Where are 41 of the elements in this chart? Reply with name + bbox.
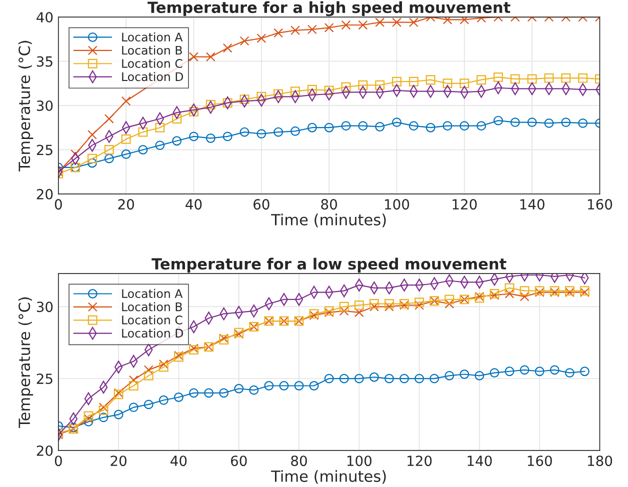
legend-label: Location C — [122, 315, 182, 324]
legend-label: Location D — [122, 72, 184, 82]
x-tick-label: 80 — [291, 456, 307, 466]
y-tick-label: 35 — [36, 56, 52, 67]
legend-label: Location A — [122, 288, 183, 298]
legend-label: Location D — [122, 328, 184, 338]
y-tick-label: 20 — [36, 445, 53, 456]
x-tick-label: 40 — [170, 456, 187, 466]
x-tick-label: 160 — [528, 456, 552, 466]
x-tick-label: 80 — [321, 199, 337, 210]
y-tick-label: 30 — [36, 100, 53, 111]
y-tick-label: 25 — [36, 144, 52, 156]
x-tick-label: 0 — [54, 456, 62, 466]
x-tick-label: 180 — [588, 456, 612, 466]
legend-label: Location C — [122, 58, 182, 68]
legend-label: Location A — [122, 32, 183, 42]
x-tick-label: 60 — [230, 456, 247, 466]
y-axis-title: Temperature (°C) — [18, 297, 34, 428]
y-tick-label: 20 — [36, 188, 53, 200]
x-tick-label: 140 — [520, 199, 544, 210]
legend-label: Location B — [122, 302, 182, 312]
x-axis-title: Time (minutes) — [271, 470, 386, 484]
x-tick-label: 120 — [408, 456, 432, 466]
x-tick-label: 20 — [118, 199, 134, 210]
y-tick-label: 25 — [36, 374, 52, 384]
legend-label: Location B — [122, 46, 182, 55]
chart-title: Temperature for a high speed mouvement — [148, 1, 510, 16]
x-axis-title: Time (minutes) — [271, 214, 386, 228]
y-tick-label: 40 — [36, 12, 53, 23]
x-tick-label: 60 — [254, 199, 270, 210]
y-axis-title: Temperature (°C) — [18, 40, 34, 172]
chart-title: Temperature for a low speed mouvement — [152, 258, 506, 273]
x-tick-label: 140 — [468, 456, 492, 466]
x-tick-label: 100 — [347, 456, 372, 466]
x-tick-label: 100 — [385, 199, 410, 210]
x-tick-label: 0 — [54, 199, 62, 210]
x-tick-label: 20 — [110, 456, 126, 466]
x-tick-label: 160 — [588, 199, 612, 210]
x-tick-label: 40 — [186, 199, 202, 210]
y-tick-label: 30 — [36, 302, 53, 312]
x-tick-label: 120 — [452, 199, 477, 210]
